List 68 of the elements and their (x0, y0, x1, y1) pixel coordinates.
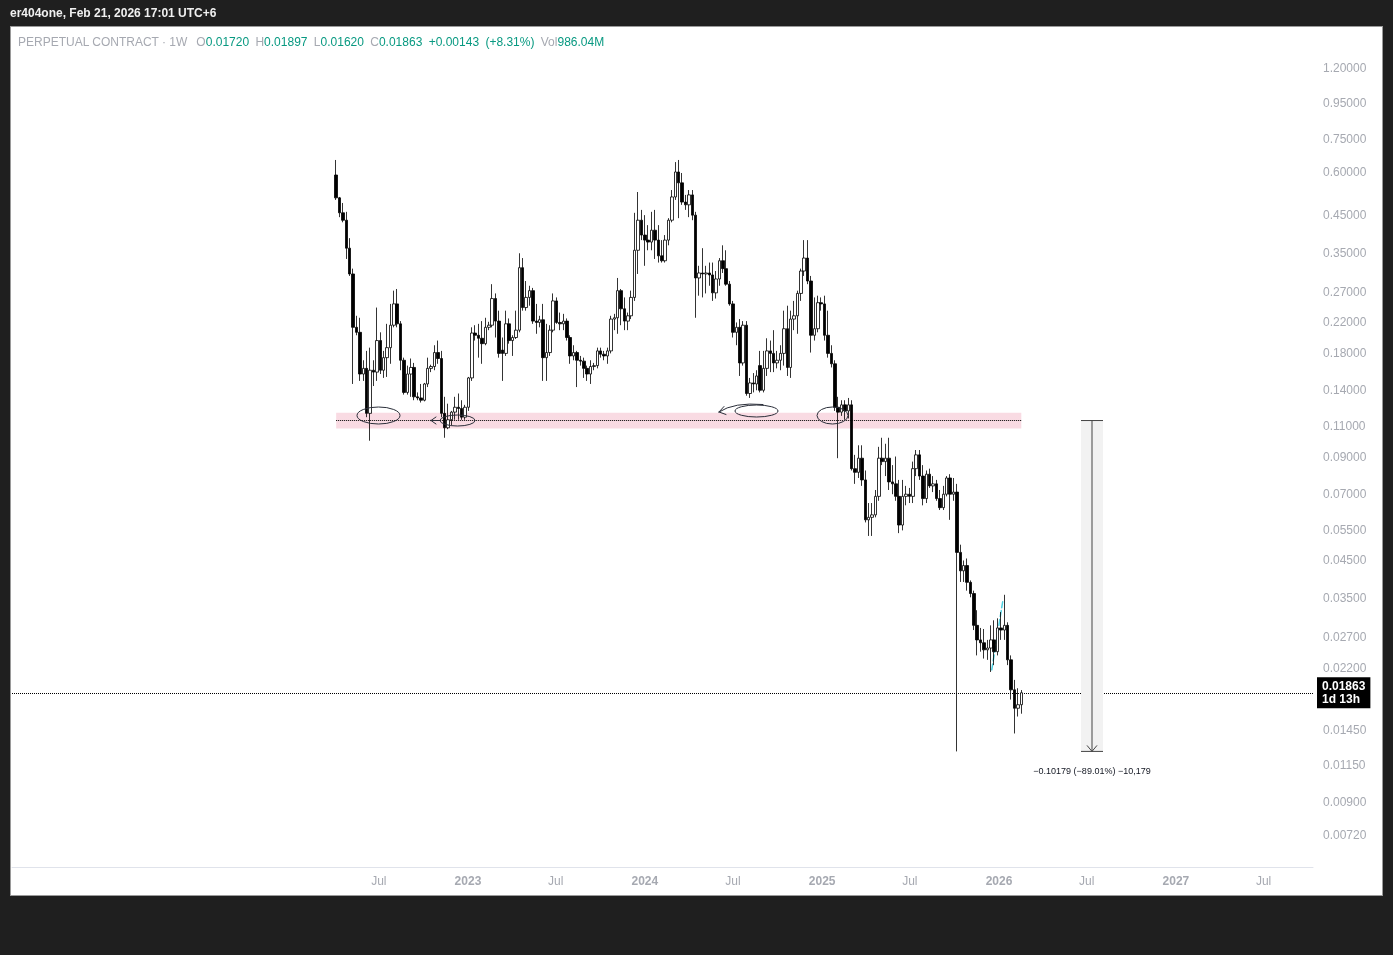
candlestick (948, 473, 952, 521)
candlestick (786, 305, 789, 377)
y-tick-label: 0.60000 (1323, 164, 1367, 179)
x-tick-label: Jul (1079, 874, 1095, 888)
text: er404one, Feb 21, 2026 17:01 UTC+6 (10, 5, 217, 22)
candlestick (409, 358, 413, 398)
candlestick (541, 303, 545, 382)
x-tick-label: Jul (902, 874, 918, 888)
x-tick-label: 2023 (454, 874, 482, 888)
candlestick (480, 320, 484, 365)
candlestick (616, 277, 619, 335)
y-tick-label: 0.18000 (1323, 345, 1367, 360)
y-tick-label: 0.09000 (1323, 449, 1367, 464)
candlestick (412, 362, 416, 401)
candlestick (772, 329, 775, 373)
candlestick (677, 159, 680, 219)
candlestick (589, 359, 592, 385)
y-tick-label: 0.14000 (1323, 383, 1367, 398)
y-tick-label: 0.95000 (1323, 96, 1367, 111)
candlestick (711, 262, 714, 302)
x-tick-label: Jul (725, 874, 741, 888)
x-tick-label: Jul (547, 874, 564, 888)
y-tick-label: 0.22000 (1323, 315, 1367, 330)
y-tick-label: 0.01450 (1323, 723, 1367, 738)
candlestick (582, 357, 586, 379)
y-tick-label: 0.11000 (1323, 419, 1366, 434)
text: PERPETUAL CONTRACT · 1W (18, 35, 188, 49)
candlestick (687, 189, 691, 218)
candlestick (901, 479, 904, 531)
candlestick (419, 383, 423, 403)
x-tick-label: Jul (371, 874, 387, 888)
annotation: −0.10179 (−89.01%) −10,179 (1033, 766, 1151, 777)
candlestick (433, 344, 436, 371)
candlestick (758, 350, 762, 393)
y-tick-label: 0.45000 (1323, 208, 1367, 223)
candlestick (596, 347, 599, 369)
y-tick-label: 0.02200 (1323, 660, 1367, 675)
text: O0.01720 H0.01897 L0.01620 C0.01863 +0.00143 (+8.31%) Vol986.04M (196, 35, 605, 49)
candlestick (887, 437, 891, 491)
x-tick-label: 2027 (1162, 874, 1190, 888)
candlestick (982, 628, 986, 659)
y-tick-label: 0.02700 (1323, 630, 1367, 645)
y-tick-label: 0.27000 (1323, 284, 1367, 299)
candlestick (745, 320, 748, 397)
ref-line-label: 0.01863 1d 13h (1322, 679, 1366, 707)
y-tick-label: 0.75000 (1323, 131, 1367, 146)
candlestick (701, 247, 704, 298)
y-tick-label: 0.07000 (1323, 487, 1367, 502)
y-tick-label: 0.05500 (1323, 523, 1367, 538)
y-tick-label: 0.00720 (1323, 828, 1367, 843)
candlestick (989, 624, 993, 673)
candlestick (653, 209, 657, 260)
candlestick (602, 350, 606, 361)
x-tick-label: 2026 (985, 874, 1013, 888)
x-tick-label: 2024 (631, 874, 659, 888)
y-tick-label: 0.03500 (1323, 591, 1367, 606)
candlestick (738, 318, 742, 377)
y-tick-label: 0.35000 (1323, 245, 1367, 260)
x-tick-label: 2025 (808, 874, 836, 888)
y-tick-label: 0.01150 (1323, 758, 1366, 773)
candlestick (843, 399, 847, 421)
y-tick-label: 0.04500 (1323, 553, 1367, 568)
candlestick (643, 214, 647, 267)
candlestick (375, 307, 379, 382)
candlestick (358, 317, 362, 382)
y-tick-label: 0.00900 (1323, 794, 1367, 809)
y-tick-label: 1.20000 (1323, 61, 1367, 76)
x-tick-label: Jul (1255, 874, 1272, 888)
